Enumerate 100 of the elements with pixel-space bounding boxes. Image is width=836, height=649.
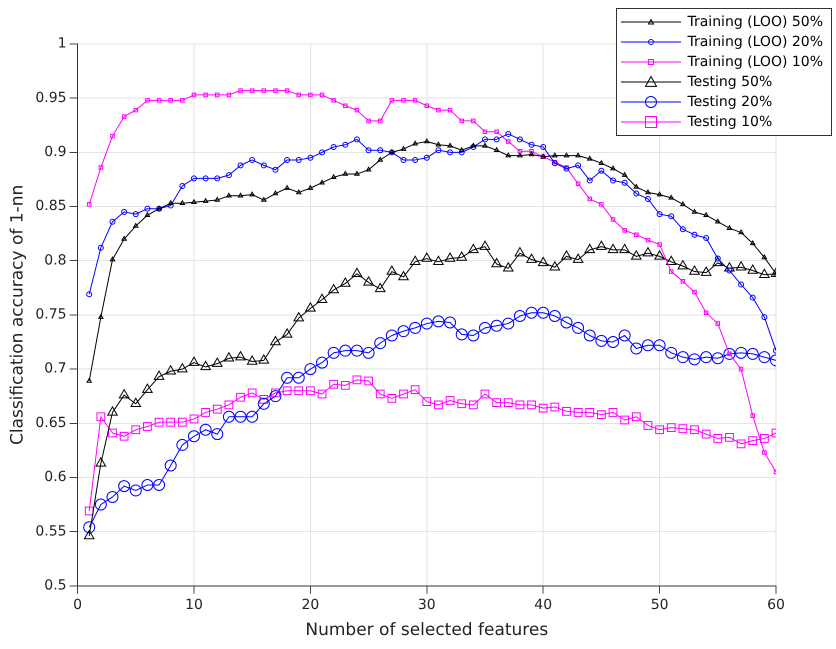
point [412, 98, 418, 103]
point [516, 400, 524, 410]
point [750, 240, 756, 246]
legend-label: Testing 10% [687, 113, 772, 132]
point [692, 208, 698, 214]
point [692, 232, 698, 238]
point [249, 156, 256, 163]
point [517, 152, 523, 158]
point [576, 182, 580, 186]
point [246, 410, 258, 423]
point [514, 247, 526, 256]
point [352, 376, 362, 384]
point [622, 180, 628, 186]
point [305, 302, 316, 312]
point [296, 189, 302, 194]
point [292, 372, 305, 384]
point [320, 92, 324, 98]
point [154, 418, 164, 427]
point [518, 149, 522, 154]
point [702, 430, 711, 438]
point [634, 184, 639, 189]
point [620, 416, 630, 424]
point [192, 92, 196, 98]
point [84, 506, 94, 516]
point [86, 202, 92, 207]
point [133, 223, 138, 228]
point [176, 438, 188, 451]
point [248, 388, 257, 398]
point [538, 256, 548, 266]
point [319, 180, 325, 184]
point [352, 268, 362, 277]
point [758, 351, 770, 364]
point [447, 142, 453, 148]
point [467, 329, 480, 342]
point [398, 270, 409, 280]
point [759, 268, 770, 278]
point [329, 380, 338, 389]
point [96, 412, 106, 422]
point [331, 98, 336, 103]
point [250, 192, 255, 196]
point [366, 166, 372, 172]
point [343, 104, 348, 108]
point [444, 316, 456, 328]
point [96, 457, 106, 467]
point [107, 406, 118, 416]
point [468, 400, 478, 410]
point [574, 408, 582, 417]
point [480, 240, 490, 250]
point [308, 185, 314, 190]
point [366, 118, 371, 124]
point [505, 130, 512, 137]
point [646, 238, 650, 242]
point [703, 212, 709, 217]
point [387, 394, 396, 403]
point [550, 261, 560, 270]
point [145, 98, 150, 103]
point [190, 175, 197, 182]
point [121, 208, 128, 215]
point [666, 423, 676, 432]
point [665, 346, 678, 359]
point [459, 147, 464, 152]
point [562, 406, 571, 416]
point [350, 344, 363, 357]
point [98, 314, 104, 319]
point [420, 318, 433, 330]
point [666, 256, 676, 266]
y-tick-label: 1 [58, 36, 67, 52]
point [412, 156, 418, 163]
point [712, 256, 724, 266]
point [330, 144, 337, 150]
point [144, 206, 150, 212]
point [528, 152, 534, 156]
point [689, 266, 700, 275]
point [296, 92, 302, 98]
point [106, 490, 118, 503]
point [723, 348, 736, 360]
point [134, 108, 138, 112]
point [597, 410, 606, 419]
point [273, 88, 278, 93]
point [668, 194, 674, 200]
point [211, 428, 224, 440]
point [188, 430, 200, 442]
point [654, 250, 665, 260]
point [399, 390, 408, 398]
y-tick-label: 0.75 [35, 306, 67, 323]
point [492, 398, 502, 408]
point [760, 434, 769, 443]
point [746, 348, 759, 360]
point [715, 218, 720, 224]
point [153, 479, 166, 492]
point [400, 146, 406, 151]
point [98, 165, 104, 170]
point [374, 282, 386, 292]
point [110, 256, 116, 262]
point [328, 346, 340, 359]
point [424, 104, 430, 108]
point [471, 118, 476, 124]
point [634, 232, 639, 237]
point [340, 380, 350, 390]
x-tick-label: 50 [650, 596, 669, 613]
